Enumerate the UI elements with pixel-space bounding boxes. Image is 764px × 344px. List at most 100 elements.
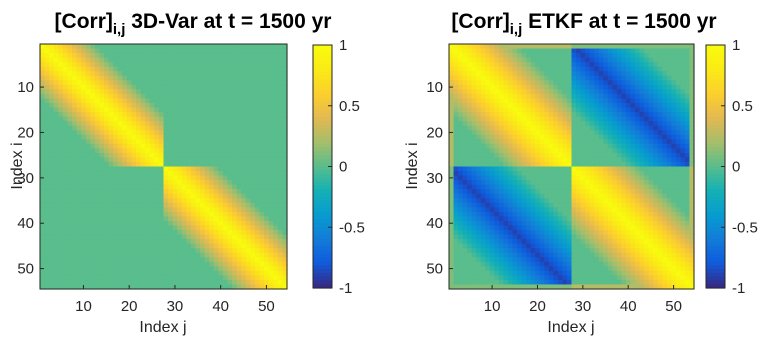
heatmap-cell (480, 62, 486, 68)
heatmap-cell (245, 171, 251, 177)
heatmap-cell (585, 89, 591, 95)
heatmap-cell (232, 116, 238, 122)
heatmap-cell (458, 161, 464, 168)
heatmap-cell (562, 75, 568, 81)
heatmap-cell (186, 225, 192, 231)
heatmap-cell (149, 225, 155, 231)
heatmap-cell (462, 107, 468, 113)
heatmap-cell (113, 112, 119, 118)
heatmap-cell (671, 130, 677, 136)
heatmap-cell (273, 230, 279, 236)
heatmap-cell (117, 225, 123, 231)
heatmap-cell (53, 89, 59, 95)
heatmap-cell (131, 248, 137, 254)
heatmap-cell (471, 62, 477, 68)
heatmap-cell (453, 189, 459, 195)
heatmap-cell (85, 157, 91, 163)
heatmap-cell (684, 166, 691, 172)
heatmap-cell (489, 143, 495, 149)
heatmap-cell (512, 193, 518, 199)
heatmap-cell (607, 80, 613, 86)
heatmap-cell (548, 44, 554, 50)
heatmap-cell (140, 220, 146, 227)
heatmap-cell (589, 121, 595, 127)
heatmap-cell (566, 66, 573, 72)
heatmap-cell (666, 62, 672, 68)
heatmap-cell (259, 112, 265, 118)
heatmap-cell (503, 161, 509, 168)
heatmap-cell (136, 202, 142, 208)
heatmap-cell (648, 107, 654, 113)
heatmap-cell (576, 107, 582, 113)
heatmap-cell (177, 171, 183, 177)
heatmap-cell (250, 184, 256, 190)
heatmap-cell (498, 75, 505, 81)
heatmap-cell (177, 248, 183, 254)
heatmap-cell (200, 270, 206, 276)
heatmap-cell (209, 71, 215, 77)
heatmap-cell (684, 130, 691, 136)
heatmap-cell (666, 112, 672, 118)
heatmap-cell (630, 198, 636, 204)
colorbar-segment (313, 227, 332, 232)
heatmap-cell (489, 75, 495, 81)
heatmap-cell (154, 121, 160, 127)
heatmap-cell (200, 261, 206, 267)
heatmap-cell (104, 80, 110, 86)
heatmap-cell (85, 89, 91, 95)
heatmap-cell (507, 116, 514, 122)
heatmap-cell (190, 84, 197, 90)
heatmap-cell (467, 161, 473, 168)
heatmap-cell (99, 211, 105, 218)
heatmap-cell (53, 234, 59, 240)
heatmap-cell (671, 193, 677, 199)
heatmap-cell (512, 80, 518, 86)
heatmap-cell (589, 53, 595, 59)
heatmap-cell (598, 202, 604, 208)
heatmap-cell (539, 157, 545, 163)
heatmap-cell (113, 93, 119, 100)
heatmap-cell (630, 102, 636, 109)
heatmap-cell (236, 207, 242, 213)
heatmap-cell (204, 230, 210, 236)
heatmap-cell (585, 189, 591, 195)
heatmap-cell (548, 62, 554, 68)
heatmap-cell (449, 116, 455, 122)
heatmap-cell (259, 270, 265, 276)
heatmap-cell (616, 75, 623, 81)
heatmap-cell (644, 193, 650, 199)
heatmap-cell (158, 220, 165, 227)
heatmap-cell (621, 89, 627, 95)
heatmap-cell (204, 75, 210, 81)
heatmap-cell (136, 57, 142, 63)
heatmap-cell (264, 139, 270, 145)
heatmap-cell (186, 243, 192, 249)
heatmap-cell (58, 161, 64, 168)
heatmap-cell (254, 211, 261, 218)
heatmap-cell (108, 130, 114, 136)
heatmap-cell (666, 48, 672, 54)
heatmap-cell (163, 202, 169, 208)
heatmap-cell (200, 148, 206, 154)
heatmap-cell (44, 257, 50, 263)
heatmap-cell (503, 157, 509, 163)
heatmap-cell (630, 57, 636, 63)
heatmap-cell (213, 48, 219, 54)
heatmap-cell (49, 252, 55, 258)
heatmap-cell (113, 102, 119, 109)
heatmap-cell (145, 248, 151, 254)
heatmap-cell (476, 207, 482, 213)
heatmap-cell (671, 112, 677, 118)
heatmap-cell (186, 270, 192, 276)
heatmap-cell (571, 139, 577, 145)
heatmap-cell (67, 184, 73, 190)
heatmap-cell (489, 121, 495, 127)
heatmap-cell (449, 193, 455, 199)
heatmap-cell (250, 84, 256, 90)
heatmap-cell (277, 275, 284, 281)
heatmap-cell (453, 207, 459, 213)
heatmap-cell (227, 184, 233, 190)
heatmap-cell (273, 75, 279, 81)
heatmap-cell (58, 284, 64, 290)
heatmap-cell (282, 112, 288, 118)
